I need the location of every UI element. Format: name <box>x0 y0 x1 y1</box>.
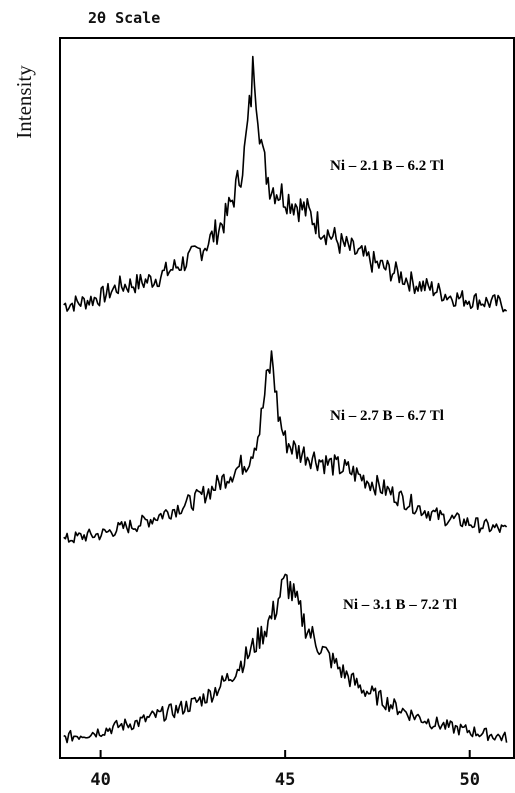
y-axis-label: Intensity <box>12 65 36 139</box>
trace-series-1 <box>63 55 508 313</box>
series-traces <box>63 55 508 744</box>
series-label-2: Ni – 2.7 B – 6.7 Tl <box>330 408 444 424</box>
x-axis-ticks: 40 45 50 <box>90 750 480 790</box>
plot-frame <box>59 37 515 759</box>
trace-series-3 <box>63 573 508 744</box>
trace-series-2 <box>63 350 508 544</box>
series-label-1: Ni – 2.1 B – 6.2 Tl <box>330 158 444 174</box>
chart-title: 2θ Scale <box>88 9 160 27</box>
x-tick-label-1: 40 <box>90 770 110 790</box>
series-label-3: Ni – 3.1 B – 7.2 Tl <box>343 597 457 613</box>
x-tick-label-3: 50 <box>459 770 479 790</box>
x-tick-label-2: 45 <box>275 770 295 790</box>
